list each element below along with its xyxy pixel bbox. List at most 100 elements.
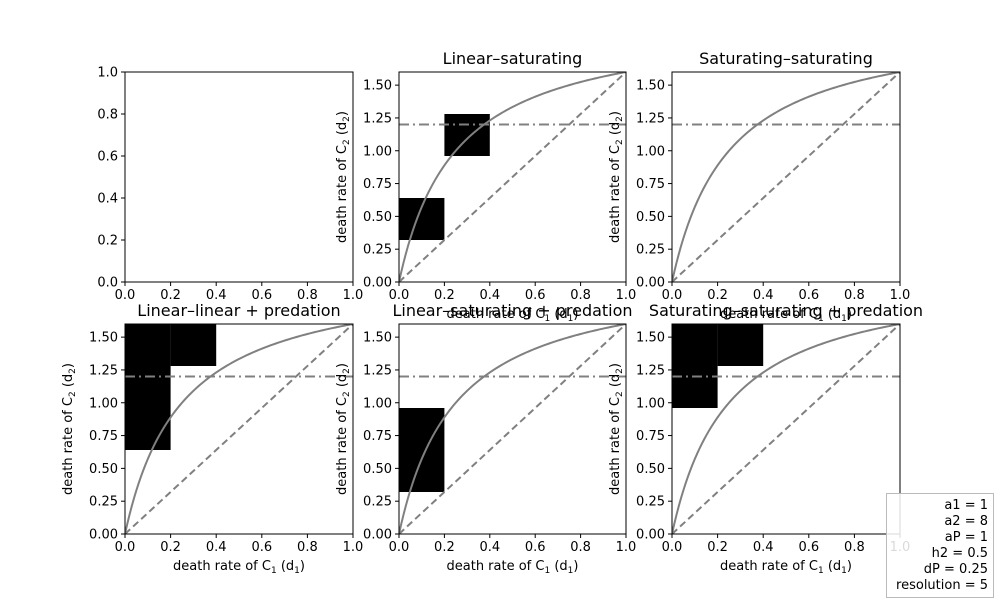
axes-frame — [124, 323, 354, 535]
heatmap-cell — [672, 324, 718, 408]
saturating-curve — [672, 324, 900, 534]
x-axis-label: death rate of C1​ (d1​) — [447, 307, 579, 324]
axes-frame — [671, 323, 901, 535]
diagonal-line — [399, 324, 626, 534]
y-tick-label: 1.50 — [636, 331, 665, 346]
y-tick-label: 0.00 — [89, 528, 118, 543]
y-tick-label: 0.00 — [363, 276, 392, 291]
y-tick-label: 0.6 — [97, 150, 118, 165]
x-tick-label: 0.4 — [479, 288, 500, 303]
x-tick-label: 0.2 — [160, 540, 181, 555]
y-axis-label: death rate of C2​ (d2​) — [608, 111, 625, 243]
parameters-box: a1 = 1 a2 = 8 aP = 1 h2 = 0.5 dP = 0.25 … — [886, 493, 994, 598]
x-tick-label: 1.0 — [343, 540, 364, 555]
panel-6: 0.0 0.2 0.4 0.6 0.8 1.00.00 0.25 0.50 0.75 1.00 1.… — [608, 301, 923, 576]
y-tick-label: 1.00 — [89, 396, 118, 411]
y-tick-label: 0.50 — [363, 210, 392, 225]
x-tick-label: 0.6 — [798, 540, 819, 555]
panel-3: 0.0 0.2 0.4 0.6 0.8 1.00.000.250.500.751.001.… — [608, 49, 910, 324]
param-a2: a2 = 8 — [944, 514, 988, 529]
y-tick-label: 1.25 — [636, 363, 665, 378]
x-axis-label: death rate of C1​ (d1​) — [173, 559, 305, 576]
x-axis-label: death rate of C1​ (d1​) — [447, 559, 579, 576]
x-tick-label: 0.0 — [389, 540, 410, 555]
x-tick-label: 0.8 — [570, 540, 591, 555]
y-tick-label: 1.50 — [89, 331, 118, 346]
saturating-curve — [672, 72, 900, 282]
axes-frame — [124, 71, 354, 283]
y-tick-label: 0.25 — [363, 495, 392, 510]
y-tick-label: 0.75 — [636, 177, 665, 192]
y-tick-label: 0.2 — [97, 234, 118, 249]
x-tick-label: 0.0 — [115, 540, 136, 555]
x-tick-label: 1.0 — [616, 288, 637, 303]
x-tick-label: 0.6 — [525, 288, 546, 303]
x-tick-label: 0.8 — [570, 288, 591, 303]
plot-area — [672, 72, 900, 282]
x-tick-label: 0.4 — [479, 540, 500, 555]
y-tick-label: 0.50 — [636, 210, 665, 225]
x-tick-label: 0.4 — [206, 540, 227, 555]
x-tick-label: 0.2 — [434, 540, 455, 555]
x-tick-label: 0.2 — [707, 540, 728, 555]
panel-title: Linear–saturating + predation — [392, 301, 632, 320]
y-tick-label: 1.25 — [636, 111, 665, 126]
y-tick-label: 0.50 — [89, 462, 118, 477]
plot-area — [672, 324, 900, 534]
plot-area — [125, 324, 353, 534]
y-tick-label: 0.50 — [636, 462, 665, 477]
y-tick-label: 1.50 — [636, 79, 665, 94]
param-h2: h2 = 0.5 — [931, 546, 988, 561]
x-tick-label: 0.6 — [251, 540, 272, 555]
saturating-curve — [399, 324, 626, 534]
y-tick-label: 0.25 — [363, 243, 392, 258]
diagonal-line — [672, 72, 900, 282]
panel-2: 0.0 0.2 0.4 0.6 0.8 1.00.000.250.500.751.001.… — [335, 49, 636, 324]
panel-title: Saturating–saturating — [699, 49, 873, 68]
x-axis-label: death rate of C1​ (d1​) — [720, 559, 852, 576]
y-tick-label: 1.00 — [363, 396, 392, 411]
y-tick-label: 0.8 — [97, 108, 118, 123]
y-tick-label: 0.00 — [636, 528, 665, 543]
y-tick-label: 0.75 — [363, 429, 392, 444]
y-tick-label: 0.4 — [97, 192, 118, 207]
diagonal-line — [672, 324, 900, 534]
y-tick-label: 1.50 — [363, 79, 392, 94]
x-tick-label: 0.8 — [297, 540, 318, 555]
heatmap-cell — [444, 114, 490, 156]
y-tick-label: 0.50 — [363, 462, 392, 477]
y-axis-label: death rate of C2​ (d2​) — [61, 363, 78, 495]
x-tick-label: 1.0 — [343, 288, 364, 303]
y-tick-label: 1.00 — [363, 144, 392, 159]
x-tick-label: 0.0 — [662, 540, 683, 555]
x-tick-label: 0.4 — [753, 288, 774, 303]
x-tick-label: 0.0 — [389, 288, 410, 303]
param-a1: a1 = 1 — [944, 498, 988, 513]
x-tick-label: 0.6 — [798, 288, 819, 303]
x-tick-label: 0.8 — [844, 288, 865, 303]
param-resolution: resolution = 5 — [896, 578, 988, 593]
panel-title: Saturating–saturating + predation — [649, 301, 923, 320]
y-tick-label: 0.00 — [363, 528, 392, 543]
y-tick-label: 1.50 — [363, 331, 392, 346]
y-tick-label: 0.75 — [363, 177, 392, 192]
param-dp: dP = 0.25 — [923, 562, 988, 577]
y-tick-label: 0.25 — [636, 243, 665, 258]
saturating-curve — [399, 72, 626, 282]
diagonal-line — [125, 324, 353, 534]
heatmap-cell — [717, 324, 764, 366]
heatmap-cell — [170, 324, 217, 366]
x-tick-label: 0.8 — [844, 540, 865, 555]
panel-title: Linear–linear + predation — [137, 301, 340, 320]
x-tick-label: 0.6 — [525, 540, 546, 555]
x-tick-label: 0.2 — [707, 288, 728, 303]
diagonal-line — [399, 72, 626, 282]
saturating-curve — [125, 324, 353, 534]
y-tick-label: 1.00 — [636, 144, 665, 159]
panel-title: Linear–saturating — [443, 49, 583, 68]
y-tick-label: 1.25 — [89, 363, 118, 378]
x-tick-label: 0.4 — [753, 540, 774, 555]
y-tick-label: 1.25 — [363, 111, 392, 126]
x-tick-label: 0.2 — [160, 288, 181, 303]
